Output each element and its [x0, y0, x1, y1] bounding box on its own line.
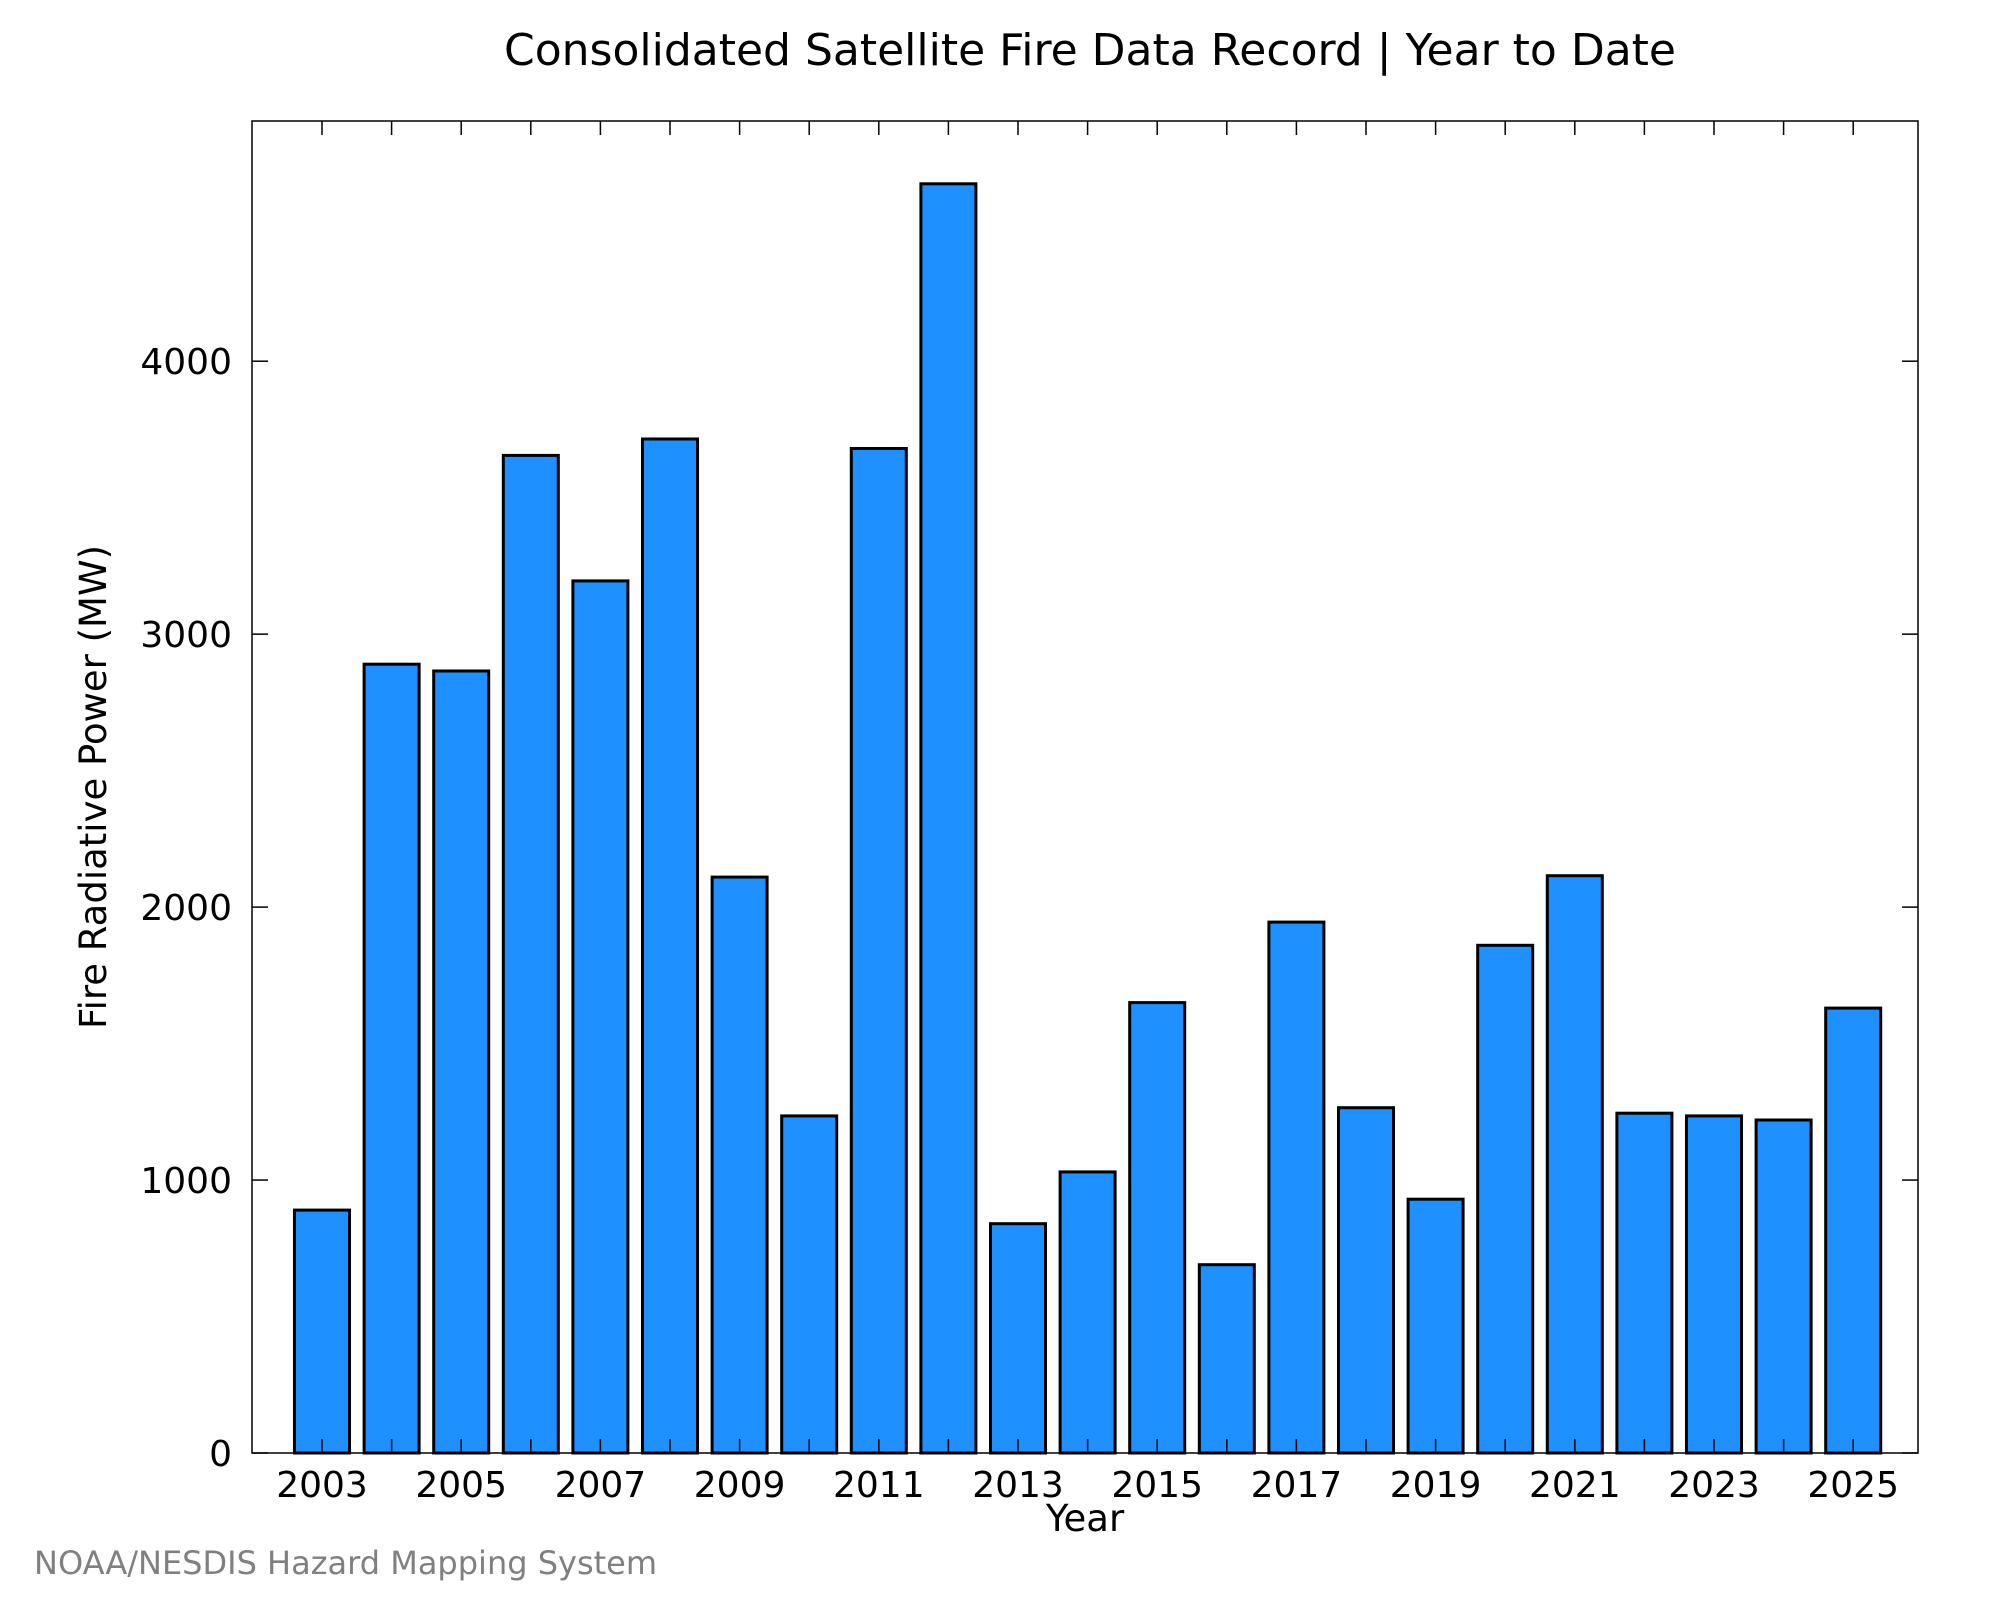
- bar-2016: [1197, 1263, 1256, 1455]
- x-tick-label: 2025: [1807, 1465, 1899, 1506]
- bar-2022: [1615, 1111, 1674, 1455]
- x-tick-label: 2009: [694, 1465, 786, 1506]
- x-axis-label: Year: [1045, 1497, 1125, 1540]
- bar-2003: [293, 1208, 351, 1455]
- bar-2006: [501, 453, 560, 1455]
- bar-2011: [849, 447, 908, 1455]
- bar-2024: [1754, 1118, 1813, 1455]
- y-tick-label: 3000: [140, 615, 232, 656]
- ticks-layer: 2003 2005 2007 2009 2011 2013 2015 2017 2019 2021…: [140, 121, 1918, 1506]
- bar-2025: [1824, 1006, 1883, 1455]
- bar-2004: [362, 662, 421, 1455]
- bar-2005: [432, 669, 491, 1455]
- y-axis-label: Fire Radiative Power (MW): [72, 545, 115, 1029]
- bar-2015: [1128, 1001, 1187, 1455]
- bar-2021: [1545, 874, 1604, 1455]
- bar-2019: [1406, 1197, 1465, 1455]
- bar-2018: [1337, 1106, 1395, 1455]
- bar-2013: [989, 1222, 1047, 1455]
- bar-2007: [571, 579, 630, 1455]
- x-tick-label: 2019: [1390, 1465, 1482, 1506]
- x-tick-label: 2003: [276, 1465, 368, 1506]
- chart-title: Consolidated Satellite Fire Data Record …: [504, 25, 1676, 76]
- bar-2023: [1685, 1114, 1743, 1455]
- bars-layer: [293, 182, 1883, 1455]
- x-tick-label: 2023: [1668, 1465, 1760, 1506]
- x-tick-label: 2021: [1529, 1465, 1621, 1506]
- plot-frame: [251, 120, 1919, 1454]
- x-tick-label: 2005: [415, 1465, 507, 1506]
- bar-2020: [1476, 943, 1535, 1455]
- bar-2017: [1267, 920, 1326, 1455]
- x-tick-label: 2015: [1111, 1465, 1203, 1506]
- y-tick-label: 1000: [140, 1161, 232, 1202]
- y-tick-label: 2000: [140, 888, 232, 929]
- bar-2012: [919, 182, 978, 1455]
- bar-2009: [710, 875, 769, 1455]
- bar-2008: [641, 437, 699, 1455]
- x-tick-label: 2013: [972, 1465, 1064, 1506]
- x-tick-label: 2017: [1251, 1465, 1343, 1506]
- y-tick-label: 4000: [140, 342, 232, 383]
- source-credit: NOAA/NESDIS Hazard Mapping System: [34, 1544, 657, 1582]
- bar-2014: [1058, 1170, 1117, 1455]
- bar-2010: [780, 1114, 839, 1455]
- x-tick-label: 2007: [555, 1465, 647, 1506]
- y-tick-label: 0: [209, 1434, 232, 1475]
- x-tick-label: 2011: [833, 1465, 925, 1506]
